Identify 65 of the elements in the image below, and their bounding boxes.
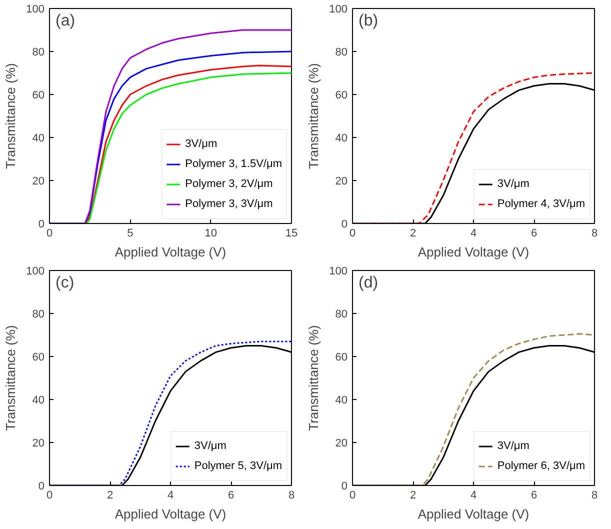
x-tick-label: 2 <box>410 490 416 502</box>
y-tick-label: 40 <box>335 394 348 406</box>
y-tick-label: 100 <box>26 4 45 16</box>
y-tick-label: 60 <box>335 90 348 102</box>
y-tick-label: 80 <box>32 308 45 320</box>
annotation: (c) <box>56 274 74 292</box>
y-tick-label: 20 <box>32 438 45 450</box>
x-tick-label: 8 <box>591 228 598 240</box>
x-tick-label: 10 <box>204 228 217 240</box>
x-tick-label: 6 <box>530 490 538 502</box>
y-tick-label: 80 <box>335 46 348 58</box>
x-tick-label: 2 <box>410 228 416 240</box>
y-tick-label: 0 <box>38 218 45 230</box>
x-tick-label: 4 <box>470 490 477 502</box>
legend-label: Polymer 4, 3V/μm <box>497 198 585 210</box>
y-axis-title: Transmittance (%) <box>3 63 18 169</box>
y-tick-label: 0 <box>341 480 348 492</box>
y-tick-label: 100 <box>26 266 45 278</box>
y-tick-label: 100 <box>329 266 348 278</box>
x-tick-label: 8 <box>591 490 598 502</box>
y-tick-label: 100 <box>329 4 348 16</box>
x-tick-label: 0 <box>349 228 356 240</box>
y-axis-title: Transmittance (%) <box>3 325 18 431</box>
y-axis-title: Transmittance (%) <box>306 63 322 169</box>
y-tick-label: 60 <box>32 90 45 102</box>
y-tick-label: 20 <box>32 176 45 188</box>
x-tick-label: 5 <box>127 228 134 240</box>
x-tick-label: 2 <box>106 490 114 502</box>
annotation: (b) <box>358 12 378 30</box>
x-axis-title: Applied Voltage (V) <box>418 244 530 260</box>
y-axis-title: Transmittance (%) <box>306 325 322 431</box>
y-tick-label: 0 <box>38 480 45 492</box>
annotation: (d) <box>358 274 378 292</box>
legend-label: Polymer 5, 3V/μm <box>194 460 282 472</box>
legend-label: 3V/μm <box>194 440 226 452</box>
x-tick-label: 0 <box>46 228 53 240</box>
y-tick-label: 60 <box>335 352 348 364</box>
legend-label: Polymer 3, 2V/μm <box>185 178 273 190</box>
x-tick-label: 4 <box>167 490 174 502</box>
x-tick-label: 0 <box>46 490 53 502</box>
x-tick-label: 8 <box>288 490 295 502</box>
x-tick-label: 0 <box>349 490 356 502</box>
y-tick-label: 80 <box>32 46 45 58</box>
y-tick-label: 40 <box>32 132 45 144</box>
legend-label: Polymer 3, 3V/μm <box>185 198 273 210</box>
x-axis-title: Applied Voltage (V) <box>418 506 530 522</box>
y-tick-label: 60 <box>32 352 45 364</box>
y-tick-label: 0 <box>341 218 348 230</box>
annotation: (a) <box>56 12 76 30</box>
x-tick-label: 6 <box>228 490 234 502</box>
x-axis-title: Applied Voltage (V) <box>114 244 226 260</box>
x-axis-title: Applied Voltage (V) <box>114 506 226 522</box>
x-tick-label: 4 <box>470 228 477 240</box>
legend-label: Polymer 6, 3V/μm <box>497 460 585 472</box>
y-tick-label: 20 <box>335 176 348 188</box>
x-tick-label: 6 <box>530 228 538 240</box>
y-tick-label: 80 <box>335 308 348 320</box>
y-tick-label: 20 <box>335 438 348 450</box>
legend-label: 3V/μm <box>497 178 530 190</box>
y-tick-label: 40 <box>32 394 45 406</box>
legend-label: 3V/μm <box>497 440 530 452</box>
legend-label: 3V/μm <box>185 138 218 150</box>
y-tick-label: 40 <box>335 132 348 144</box>
x-tick-label: 15 <box>285 228 298 240</box>
legend-label: Polymer 3, 1.5V/μm <box>185 158 282 170</box>
